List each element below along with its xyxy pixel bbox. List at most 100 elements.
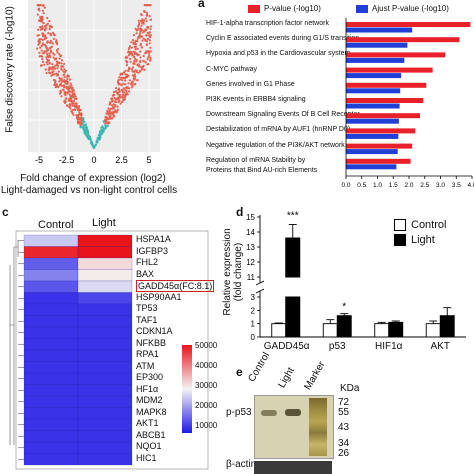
volcano-point xyxy=(39,38,43,41)
volcano-point xyxy=(147,51,150,55)
volcano-point xyxy=(146,27,149,30)
volcano-point xyxy=(44,45,48,48)
volcano-point xyxy=(112,107,115,110)
volcano-point xyxy=(146,58,149,61)
volcano-point xyxy=(141,39,144,42)
volcano-point xyxy=(85,125,88,128)
volcano-point xyxy=(84,129,87,132)
volcano-point xyxy=(131,66,135,69)
volcano-point xyxy=(133,73,136,76)
volcano-point xyxy=(41,43,45,46)
volcano-point xyxy=(55,64,58,67)
bar-p-value xyxy=(346,113,420,119)
heatmap-gene-label: BAX xyxy=(136,268,155,279)
volcano-point xyxy=(132,50,135,53)
volcano-point xyxy=(125,61,128,64)
volcano-point xyxy=(100,126,103,129)
volcano-point xyxy=(117,82,120,85)
volcano-point xyxy=(131,39,135,42)
volcano-point xyxy=(145,11,149,15)
volcano-point xyxy=(71,88,74,92)
volcano-point xyxy=(148,50,151,53)
volcano-point xyxy=(110,100,113,103)
volcano-point xyxy=(72,100,75,103)
volcano-point xyxy=(120,89,124,92)
volcano-point xyxy=(119,78,122,81)
volcano-point xyxy=(58,61,61,64)
volcano-point xyxy=(43,37,46,41)
volcano-point xyxy=(134,27,137,30)
heatmap-cell xyxy=(77,453,133,466)
volcano-point xyxy=(124,75,127,79)
volcano-point xyxy=(124,83,127,86)
volcano-point xyxy=(41,25,44,28)
heatmap-cell xyxy=(77,430,133,443)
heatmap-gene-label: TP53 xyxy=(136,303,158,313)
qpcr-category-label: GADD45α xyxy=(263,341,310,352)
panel-d: d Relative expression (fold change) Cont… xyxy=(222,205,474,365)
volcano-point xyxy=(148,31,151,34)
significance-marker: * xyxy=(342,302,346,313)
volcano-point xyxy=(117,98,120,101)
volcano-point xyxy=(133,52,136,56)
heatmap-cell xyxy=(23,280,79,293)
heatmap-cell xyxy=(77,303,133,316)
qpcr-y-tick: 13 xyxy=(246,243,255,252)
volcano-point xyxy=(58,53,61,56)
qpcr-y-tick: 12 xyxy=(246,258,255,267)
volcano-point xyxy=(66,81,69,84)
colorbar-tick: 50000 xyxy=(195,341,218,350)
qpcr-y-tick: 14 xyxy=(246,228,255,237)
band-light xyxy=(285,409,301,416)
volcano-point xyxy=(68,103,71,106)
bar-p-value xyxy=(346,37,460,43)
volcano-point xyxy=(64,82,67,85)
volcano-point xyxy=(41,60,45,64)
volcano-point xyxy=(82,117,85,120)
volcano-point xyxy=(136,47,139,51)
volcano-point xyxy=(52,78,56,82)
panel-c: c Control Light HSPA1A IGFBP3 FHL2 BAX GADD4… xyxy=(0,205,218,474)
pathway-x-tick: 3.5 xyxy=(452,182,461,189)
volcano-point xyxy=(63,101,67,104)
volcano-point xyxy=(121,100,124,104)
volcano-point xyxy=(107,121,110,124)
volcano-point xyxy=(132,56,135,59)
heatmap-col-light: Light xyxy=(92,217,116,229)
volcano-point xyxy=(140,46,143,49)
volcano-point xyxy=(60,59,64,62)
volcano-point xyxy=(60,68,63,71)
heatmap-cells xyxy=(23,234,133,466)
volcano-point xyxy=(41,18,44,21)
volcano-point xyxy=(124,79,127,82)
volcano-point xyxy=(50,41,53,44)
volcano-point xyxy=(66,104,69,107)
dendro-branch xyxy=(9,240,19,445)
volcano-point xyxy=(124,93,127,96)
volcano-point xyxy=(130,86,133,89)
volcano-point xyxy=(47,32,50,35)
heatmap-gene-label: ABCB1 xyxy=(136,429,166,440)
volcano-point xyxy=(41,32,44,35)
legend-adj-p-value: Ajust P-value (-log10) xyxy=(356,4,449,13)
volcano-point xyxy=(116,108,119,111)
volcano-point xyxy=(63,68,66,71)
volcano-point xyxy=(130,41,133,44)
heatmap-frame xyxy=(15,230,209,470)
volcano-point xyxy=(135,29,138,32)
volcano-point xyxy=(123,71,126,74)
volcano-point xyxy=(144,61,147,64)
volcano-point xyxy=(45,71,48,75)
volcano-point xyxy=(79,126,82,129)
volcano-point xyxy=(128,46,131,50)
lane-marker: Marker xyxy=(302,359,328,392)
kda-unit: KDa xyxy=(340,383,360,394)
volcano-point xyxy=(80,112,83,115)
volcano-point xyxy=(142,59,145,63)
volcano-point xyxy=(50,50,53,54)
volcano-point xyxy=(129,60,132,63)
volcano-point xyxy=(122,82,125,85)
volcano-point xyxy=(121,90,125,94)
volcano-point xyxy=(131,74,134,77)
bar-adj-p-value xyxy=(346,118,399,124)
